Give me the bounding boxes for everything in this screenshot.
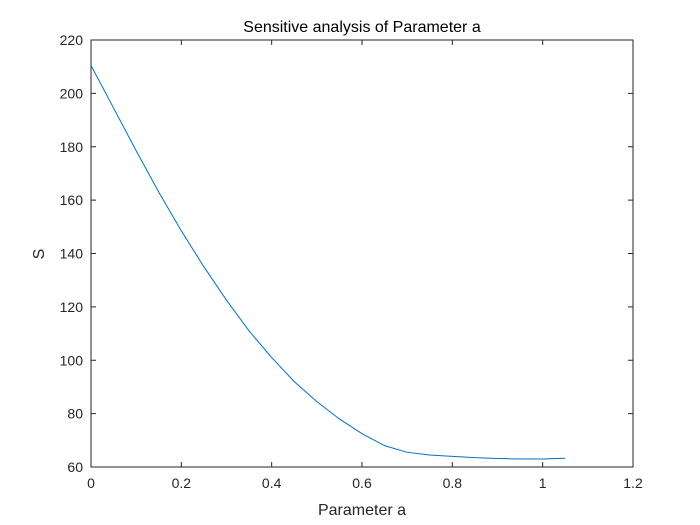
plot-area: 0 0.2 0.4 0.6 0.8 1 1.2 60 80 100 120 140 160 180 200 2… [60, 32, 643, 491]
plot-frame [90, 39, 634, 468]
y-axis-label: S [31, 249, 48, 260]
series-line [90, 65, 566, 460]
x-axis-label: Parameter a [318, 502, 406, 519]
y-tick-label: 140 [60, 246, 84, 262]
y-tick-label: 120 [60, 299, 84, 315]
y-tick-label: 100 [60, 352, 84, 368]
y-tick-label: 180 [60, 139, 84, 155]
x-tick-label: 0 [87, 475, 95, 491]
y-tick-label: 80 [67, 406, 83, 422]
x-tick-label: 0.2 [172, 475, 192, 491]
x-tick-label: 1 [539, 475, 547, 491]
x-tick-label: 1.2 [623, 475, 643, 491]
chart-title: Sensitive analysis of Parameter a [243, 19, 481, 36]
y-tick-label: 60 [67, 459, 83, 475]
y-tick-label: 160 [60, 192, 84, 208]
x-tick-label: 0.4 [262, 475, 282, 491]
y-tick-label: 220 [60, 32, 84, 48]
y-tick-label: 200 [60, 85, 84, 101]
x-tick-label: 0.8 [443, 475, 463, 491]
x-tick-label: 0.6 [352, 475, 372, 491]
